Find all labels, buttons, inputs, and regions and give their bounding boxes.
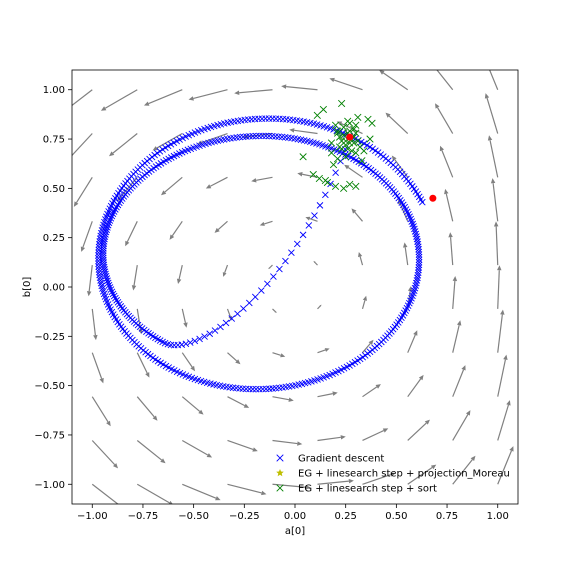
y-axis-label: b[0] <box>22 277 33 298</box>
y-tick-label: 0.00 <box>43 283 65 294</box>
y-tick-label: 1.00 <box>43 85 65 96</box>
legend-label: EG + linesearch step + sort <box>298 484 437 495</box>
legend-label: EG + linesearch step + projection_Moreau <box>298 469 510 480</box>
y-tick-label: 0.25 <box>43 233 65 244</box>
x-tick-label: −0.75 <box>128 511 159 522</box>
x-tick-label: 0.00 <box>284 511 306 522</box>
x-tick-label: 0.50 <box>385 511 407 522</box>
x-tick-label: 1.00 <box>487 511 509 522</box>
y-tick-label: −0.75 <box>34 430 65 441</box>
x-tick-label: 0.25 <box>335 511 357 522</box>
y-tick-label: 0.75 <box>43 135 65 146</box>
x-tick-label: −0.25 <box>229 511 260 522</box>
y-tick-label: −1.00 <box>34 480 65 491</box>
x-axis-label: a[0] <box>285 526 305 537</box>
x-tick-label: −1.00 <box>77 511 108 522</box>
y-tick-label: −0.25 <box>34 332 65 343</box>
legend-label: Gradient descent <box>298 454 384 465</box>
x-tick-label: −0.50 <box>178 511 209 522</box>
y-tick-label: 0.50 <box>43 184 65 195</box>
y-tick-label: −0.50 <box>34 381 65 392</box>
marker-start <box>429 195 436 202</box>
marker-end <box>346 134 353 141</box>
x-tick-label: 0.75 <box>436 511 458 522</box>
